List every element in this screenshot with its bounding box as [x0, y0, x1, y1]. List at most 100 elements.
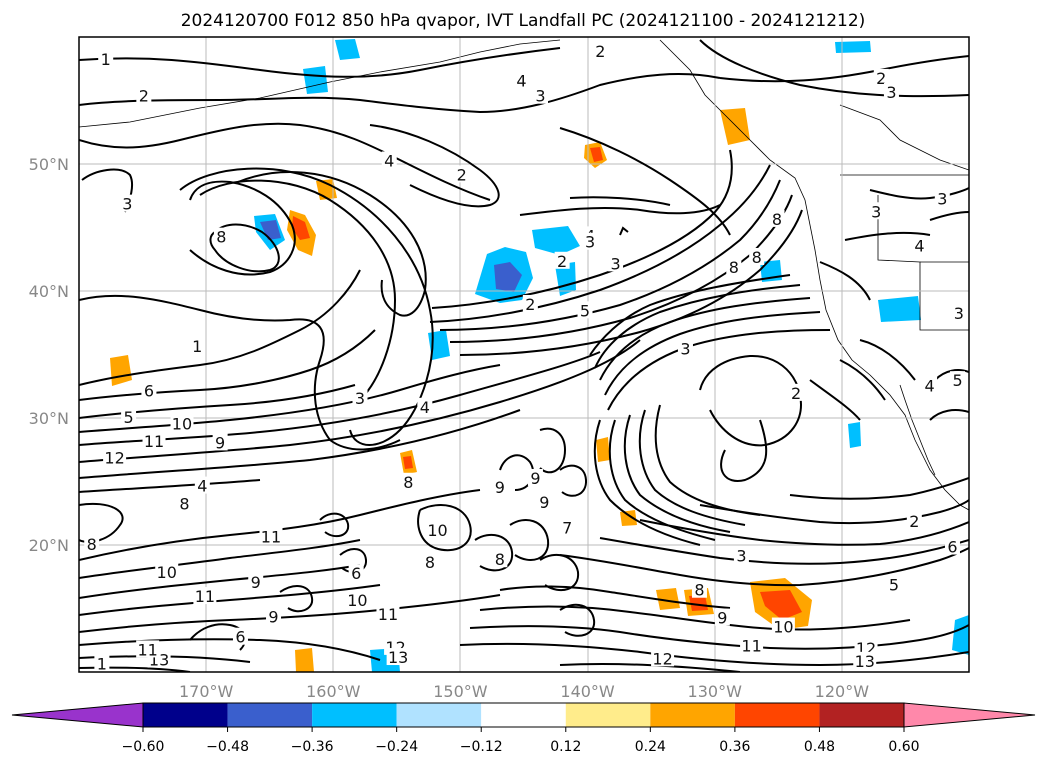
contour-label-backdrop — [259, 527, 283, 545]
shaded-region-25 — [952, 615, 969, 655]
contour-label: 3 — [680, 339, 690, 358]
contour-label: 1 — [101, 50, 111, 69]
contour-label: 3 — [355, 389, 365, 408]
contour-label-backdrop — [348, 564, 364, 582]
ivt-shaded-regions — [110, 39, 969, 672]
contour-label-backdrop — [94, 654, 110, 672]
map-panel: 1224323423843225388816510119123448832899… — [79, 37, 969, 672]
colorbar-tick-label: −0.12 — [460, 739, 503, 755]
contour-label: 2 — [139, 87, 149, 106]
contour-label: 10 — [347, 591, 367, 610]
lon-tick-label: 160°W — [306, 682, 361, 701]
contour-label-backdrop — [883, 82, 899, 100]
contour-label-backdrop — [536, 493, 552, 511]
colorbar-extend-high — [903, 702, 1036, 728]
contour-label-backdrop — [213, 227, 229, 245]
colorbar-segment — [481, 703, 566, 727]
contour-label: 2 — [909, 512, 919, 531]
contour-label: 9 — [717, 609, 727, 628]
contour-label: 2 — [876, 69, 886, 88]
colorbar-segment — [819, 703, 904, 727]
contour-label: 1 — [192, 337, 202, 356]
contour-label: 9 — [215, 433, 225, 452]
contour-label-backdrop — [522, 294, 538, 312]
contour-label: 6 — [144, 381, 154, 400]
contour-label-backdrop — [577, 301, 593, 319]
contour-label-backdrop — [454, 165, 470, 183]
contour-label: 11 — [261, 527, 281, 546]
shaded-region-29 — [848, 422, 861, 448]
contour-label-backdrop — [934, 189, 950, 207]
colorbar-tick-label: −0.24 — [375, 739, 418, 755]
lon-tick-label: 120°W — [815, 682, 870, 701]
lon-tick-label: 130°W — [688, 682, 743, 701]
shaded-region-17 — [760, 590, 802, 620]
shaded-region-11 — [303, 66, 328, 94]
contour-label: 11 — [378, 605, 398, 624]
contour-label-backdrop — [376, 604, 400, 622]
contour-label: 4 — [516, 71, 526, 90]
lat-tick-label: 20°N — [29, 536, 69, 555]
contour-label: 3 — [535, 87, 545, 106]
colorbar-tick-label: 0.24 — [635, 739, 666, 755]
contour-label-backdrop — [608, 254, 624, 272]
shaded-region-15 — [403, 456, 413, 469]
contour-label-backdrop — [492, 550, 508, 568]
shaded-region-2 — [292, 216, 310, 240]
contour-label: 5 — [123, 408, 133, 427]
contour-label: 2 — [557, 252, 567, 271]
contour-label: 4 — [384, 151, 394, 170]
contour-label-backdrop — [194, 476, 210, 494]
shaded-region-22 — [878, 296, 921, 322]
contour-label: 5 — [889, 576, 899, 595]
contour-label-backdrop — [136, 640, 160, 658]
colorbar-segment — [227, 703, 313, 727]
colorbar-tick-labels: −0.60 −0.48 −0.36 −0.24 −0.12 0.12 0.24 0.36 0.4… — [122, 727, 920, 755]
contour-label-backdrop — [554, 251, 570, 269]
shaded-region-20 — [689, 595, 708, 611]
contour-label: 11 — [741, 637, 761, 656]
colorbar-tick-label: 0.48 — [804, 739, 835, 755]
contour-label-backdrop — [248, 573, 264, 591]
contour-label-backdrop — [853, 651, 877, 669]
contour-label: 3 — [736, 546, 746, 565]
contour-label-backdrop — [381, 151, 397, 169]
longitude-axis: 170°W 160°W 150°W 140°W 130°W 120°W — [179, 682, 869, 701]
contour-label-backdrop — [873, 68, 889, 86]
contour-label: 4 — [420, 398, 430, 417]
contour-label: 8 — [425, 553, 435, 572]
contour-label-backdrop — [189, 336, 205, 354]
contour-label: 9 — [539, 493, 549, 512]
contour-label: 3 — [886, 83, 896, 102]
colorbar-segment — [734, 703, 820, 727]
colorbar-tick-label: 0.12 — [550, 739, 581, 755]
shaded-region-4 — [260, 220, 281, 240]
shaded-region-27 — [620, 510, 637, 526]
contour-label: 8 — [495, 550, 505, 569]
contour-label-backdrop — [84, 535, 100, 552]
contour-label: 4 — [914, 237, 924, 256]
shaded-region-31 — [295, 648, 314, 672]
contour-label-backdrop — [142, 432, 166, 450]
contour-label-backdrop — [352, 388, 368, 406]
contour-label: 10 — [773, 618, 793, 637]
contour-label: 9 — [530, 469, 540, 488]
contour-label-backdrop — [677, 339, 693, 357]
contour-label-backdrop — [193, 587, 217, 605]
contour-label: 3 — [585, 233, 595, 252]
contour-label-backdrop — [98, 49, 114, 67]
contour-label: 2 — [791, 384, 801, 403]
contour-label-backdrop — [769, 209, 785, 227]
contour-label-backdrop — [513, 71, 529, 89]
contour-label: 8 — [752, 248, 762, 267]
contour-label: 3 — [122, 195, 132, 214]
contour-label: 2 — [525, 295, 535, 314]
contour-label-backdrop — [136, 86, 152, 104]
contour-label: 8 — [179, 494, 189, 513]
contour-label: 11 — [195, 587, 215, 606]
contour-label: 3 — [954, 304, 964, 323]
contour-label: 10 — [172, 414, 192, 433]
contour-label-backdrop — [726, 258, 742, 276]
contour-label: 7 — [562, 518, 572, 537]
